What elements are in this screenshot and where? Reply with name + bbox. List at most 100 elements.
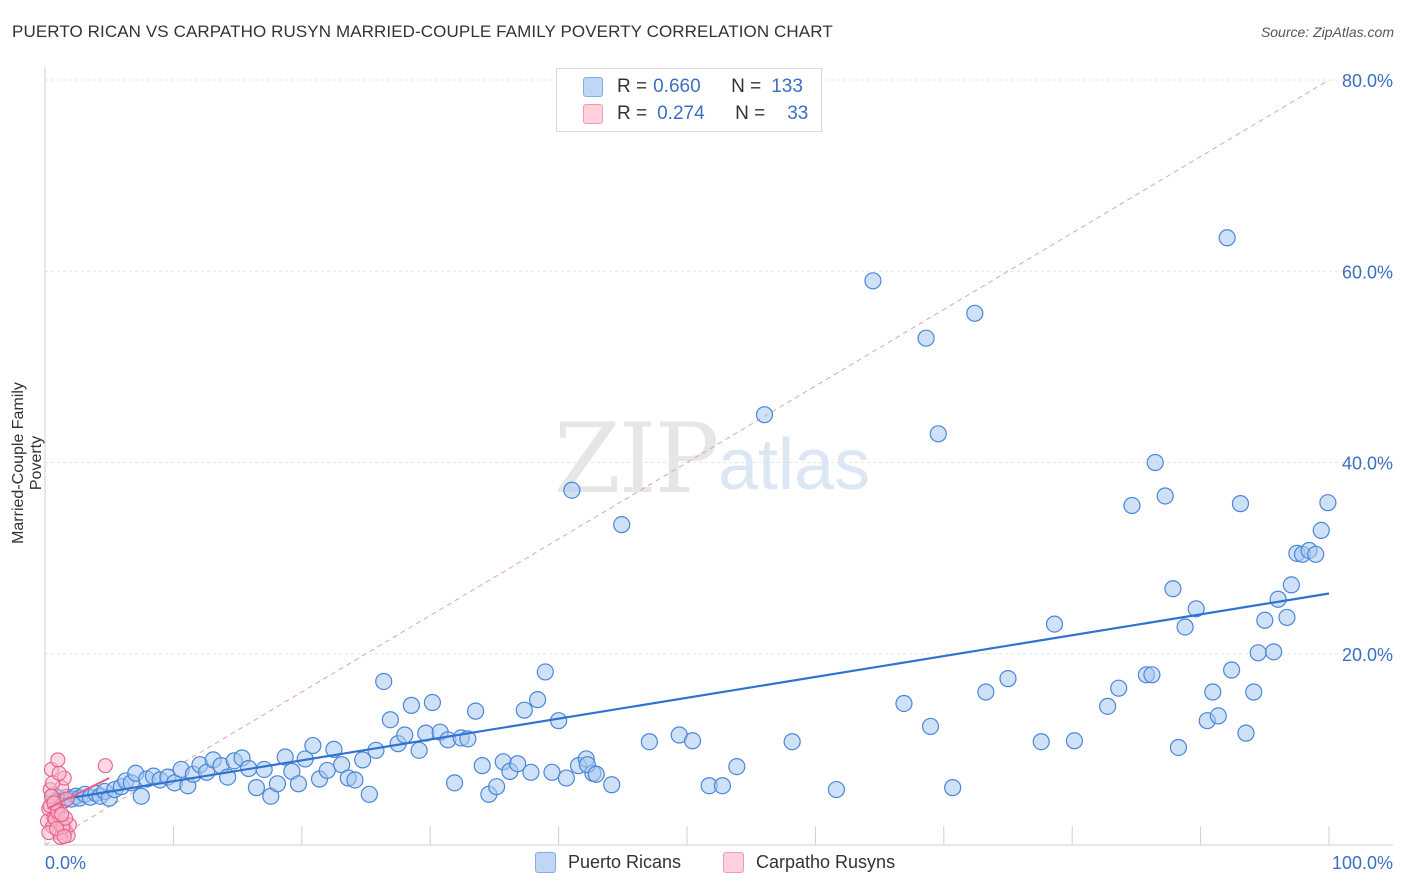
data-point-puerto-ricans: [318, 761, 336, 780]
n-value: 133: [771, 76, 803, 97]
bottom-legend-label: Puerto Ricans: [568, 852, 682, 872]
data-point-puerto-ricans: [1032, 733, 1050, 751]
data-point-puerto-ricans: [515, 701, 533, 719]
bottom-legend-puerto-ricans: Puerto Ricans: [535, 852, 681, 873]
data-point-carpatho-rusyns: [51, 765, 67, 781]
data-point-puerto-ricans: [247, 779, 266, 797]
bottom-legend-swatch-blue: [535, 852, 556, 873]
data-point-puerto-ricans: [1045, 615, 1064, 633]
data-point-puerto-ricans: [1265, 643, 1283, 661]
y-tick-label: 80.0%: [1342, 71, 1393, 91]
data-point-puerto-ricans: [1245, 683, 1263, 701]
data-point-puerto-ricans: [1269, 590, 1287, 608]
data-point-puerto-ricans: [563, 481, 581, 499]
data-point-puerto-ricans: [1307, 545, 1325, 563]
chart-title: PUERTO RICAN VS CARPATHO RUSYN MARRIED-C…: [12, 22, 833, 41]
data-point-puerto-ricans: [827, 780, 846, 799]
data-point-puerto-ricans: [713, 777, 732, 795]
data-point-puerto-ricans: [466, 702, 485, 720]
data-point-puerto-ricans: [613, 516, 631, 534]
source-label: Source: ZipAtlas.com: [1260, 24, 1394, 40]
reference-diagonal-line: [44, 79, 1330, 846]
data-point-carpatho-rusyns: [54, 806, 70, 822]
data-point-puerto-ricans: [522, 763, 540, 781]
data-point-puerto-ricans: [1099, 697, 1117, 715]
data-point-puerto-ricans: [683, 732, 702, 750]
n-label: N =: [735, 103, 766, 124]
data-point-puerto-ricans: [268, 775, 287, 793]
watermark-zip: ZIP: [554, 403, 719, 515]
data-point-puerto-ricans: [1146, 453, 1164, 472]
data-point-puerto-ricans: [445, 774, 464, 792]
n-label: N =: [731, 76, 762, 97]
data-point-puerto-ricans: [640, 733, 658, 751]
data-point-carpatho-rusyns: [50, 752, 66, 768]
data-point-puerto-ricans: [132, 787, 150, 805]
data-point-puerto-ricans: [603, 776, 621, 794]
data-point-puerto-ricans: [1176, 618, 1194, 636]
legend-swatch-pink: [583, 104, 603, 124]
data-point-puerto-ricans: [1237, 724, 1255, 742]
data-point-puerto-ricans: [1256, 611, 1274, 629]
data-point-puerto-ricans: [1123, 496, 1141, 515]
data-point-puerto-ricans: [1143, 666, 1161, 684]
data-point-carpatho-rusyns: [56, 828, 72, 844]
watermark-atlas: atlas: [718, 425, 871, 505]
data-point-puerto-ricans: [543, 763, 561, 781]
data-point-puerto-ricans: [289, 775, 308, 793]
data-point-puerto-ricans: [1218, 229, 1236, 247]
data-point-puerto-ricans: [1156, 487, 1174, 505]
r-label: R =: [617, 103, 648, 124]
y-tick-label: 60.0%: [1342, 262, 1393, 282]
data-point-puerto-ricans: [1164, 580, 1182, 598]
data-point-puerto-ricans: [557, 769, 575, 787]
data-point-puerto-ricans: [367, 741, 385, 759]
data-point-puerto-ricans: [1209, 707, 1227, 725]
trend-line-puerto-ricans: [51, 592, 1330, 803]
data-point-puerto-ricans: [1065, 732, 1084, 750]
data-point-puerto-ricans: [895, 694, 913, 713]
data-point-puerto-ricans: [966, 304, 984, 322]
r-label: R =: [617, 76, 648, 97]
data-point-puerto-ricans: [1110, 679, 1128, 697]
data-point-puerto-ricans: [276, 748, 294, 766]
x-tick-label: 100.0%: [1332, 853, 1393, 873]
data-point-puerto-ricans: [1312, 521, 1330, 539]
data-point-puerto-ricans: [473, 757, 491, 775]
data-point-puerto-ricans: [396, 726, 414, 744]
y-tick-label: 40.0%: [1342, 454, 1393, 474]
legend-row-carpatho-rusyns: R = 0.274 N = 33: [583, 102, 808, 126]
data-point-puerto-ricans: [1319, 494, 1337, 512]
data-point-puerto-ricans: [304, 736, 322, 755]
data-point-puerto-ricans: [1249, 644, 1267, 662]
y-axis-label: Married-Couple Family Poverty: [10, 382, 45, 544]
data-point-puerto-ricans: [410, 741, 428, 759]
data-point-puerto-ricans: [977, 683, 995, 701]
trend-line-carpatho-rusyns: [47, 777, 110, 810]
data-point-carpatho-rusyns: [97, 758, 113, 774]
data-point-puerto-ricans: [488, 778, 506, 796]
data-point-puerto-ricans: [1282, 576, 1300, 594]
data-point-puerto-ricans: [360, 785, 378, 803]
bottom-legend-carpatho-rusyns: Carpatho Rusyns: [723, 852, 895, 873]
data-point-puerto-ricans: [929, 425, 947, 443]
r-value: 0.660: [653, 76, 701, 97]
data-point-puerto-ricans: [423, 693, 442, 712]
data-point-puerto-ricans: [255, 760, 273, 779]
bottom-legend-label: Carpatho Rusyns: [756, 852, 896, 872]
data-point-puerto-ricans: [783, 733, 801, 751]
data-point-puerto-ricans: [755, 406, 774, 424]
data-point-puerto-ricans: [917, 329, 935, 347]
data-point-puerto-ricans: [375, 672, 393, 691]
data-point-puerto-ricans: [1231, 495, 1250, 513]
r-value: 0.274: [657, 103, 705, 124]
data-point-puerto-ricans: [509, 755, 527, 773]
legend-swatch-blue: [583, 77, 603, 97]
x-tick-label: 0.0%: [45, 853, 86, 873]
data-point-puerto-ricans: [1187, 600, 1205, 618]
data-point-puerto-ricans: [549, 712, 568, 730]
data-point-puerto-ricans: [1169, 738, 1188, 757]
n-value: 33: [787, 103, 809, 124]
stats-legend: R = 0.660 N = 133 R = 0.274 N = 33: [556, 68, 822, 132]
data-point-puerto-ricans: [1204, 683, 1222, 701]
